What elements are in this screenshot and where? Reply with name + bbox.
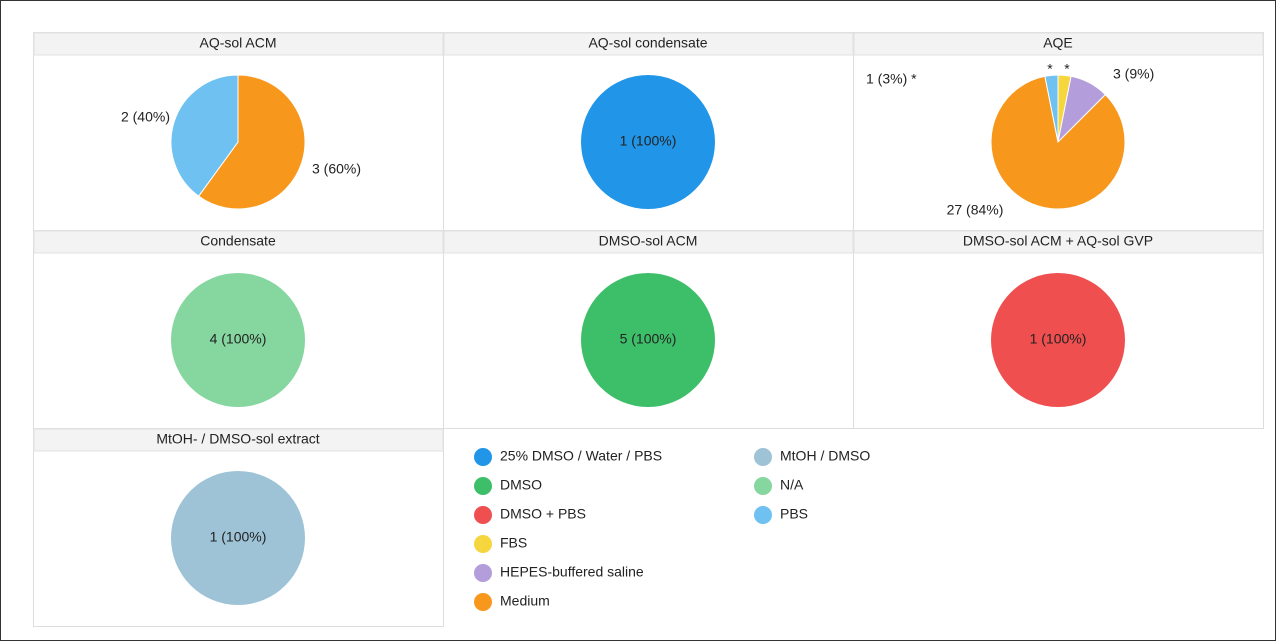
legend-swatch	[474, 506, 492, 524]
legend-swatch	[474, 477, 492, 495]
cell-header	[853, 32, 1264, 56]
annotation: 1 (3%) *	[866, 71, 917, 87]
legend-swatch	[754, 506, 772, 524]
chart-title: MtOH- / DMSO-sol extract	[156, 431, 319, 447]
chart-title: AQE	[1043, 35, 1073, 51]
legend-label: PBS	[780, 506, 808, 522]
pie-slice	[1044, 74, 1059, 143]
slice-label: 3 (9%)	[1113, 66, 1154, 82]
chart-title: AQ-sol ACM	[199, 35, 276, 51]
legend-swatch	[754, 477, 772, 495]
slice-label: *	[1047, 61, 1053, 77]
chart-title: DMSO-sol ACM	[599, 233, 698, 249]
legend-label: DMSO + PBS	[500, 506, 586, 522]
slice-label: 1 (100%)	[1030, 331, 1087, 347]
chart-title: AQ-sol condensate	[588, 35, 707, 51]
legend-swatch	[474, 535, 492, 553]
legend-label: DMSO	[500, 477, 542, 493]
legend-swatch	[474, 593, 492, 611]
legend-swatch	[474, 448, 492, 466]
cell-header	[33, 428, 444, 452]
pie-slice	[990, 75, 1126, 210]
slice-label: 3 (60%)	[312, 161, 361, 177]
cell-header	[853, 230, 1264, 254]
legend-label: 25% DMSO / Water / PBS	[500, 448, 662, 464]
legend-label: MtOH / DMSO	[780, 448, 870, 464]
legend-label: HEPES-buffered saline	[500, 564, 644, 580]
chart-title: Condensate	[200, 233, 276, 249]
pie-slice	[581, 273, 715, 407]
slice-label: 1 (100%)	[620, 133, 677, 149]
pie-slice	[197, 74, 306, 210]
pie-slice	[991, 273, 1125, 407]
legend-label: Medium	[500, 593, 550, 609]
slice-label: 27 (84%)	[947, 202, 1004, 218]
pie-slice	[171, 471, 305, 605]
legend-swatch	[754, 448, 772, 466]
legend-swatch	[474, 564, 492, 582]
legend-label: FBS	[500, 535, 527, 551]
legend-label: N/A	[780, 477, 804, 493]
pie-slice	[581, 75, 715, 209]
slice-label: 1 (100%)	[210, 529, 267, 545]
slice-label: 5 (100%)	[620, 331, 677, 347]
slice-label: 2 (40%)	[121, 109, 170, 125]
slice-label: *	[1064, 61, 1070, 77]
pie-slice	[171, 273, 305, 407]
chart-title: DMSO-sol ACM + AQ-sol GVP	[963, 233, 1153, 249]
slice-label: 4 (100%)	[210, 331, 267, 347]
pie-slice	[170, 74, 239, 197]
